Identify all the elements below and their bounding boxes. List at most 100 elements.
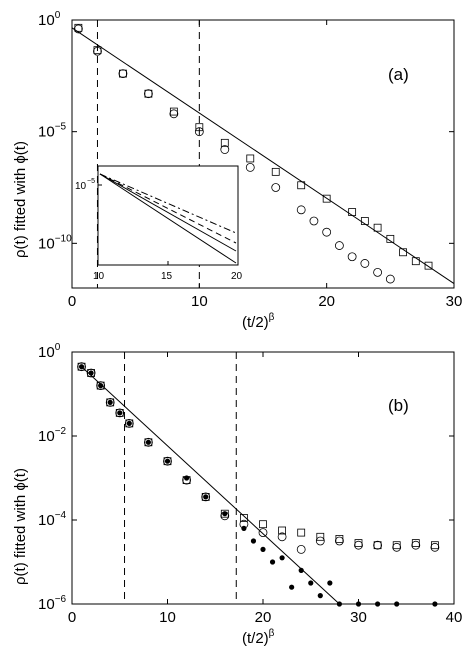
y-tick-base-a-1: 10	[38, 124, 55, 141]
x-axis-label-a: (t/2)β	[242, 312, 275, 331]
point-a-s0-3	[144, 89, 153, 98]
y-tick-base-b-0: 10	[38, 344, 55, 361]
y-tick-exp-b-1: −2	[55, 426, 67, 437]
x-axis-label-a-exp: β	[269, 312, 275, 323]
inset-line-1	[99, 173, 237, 252]
point-b-s2-17	[354, 539, 363, 547]
point-b-s2-13	[278, 526, 287, 535]
point-b-s0-17	[298, 567, 304, 574]
point-b-s0-14	[269, 559, 276, 565]
point-b-s1-3	[105, 397, 115, 407]
point-a-s1-7	[245, 162, 255, 172]
y-tick-label-b-2: 10−4	[38, 510, 67, 529]
point-b-s1-2	[96, 381, 106, 391]
point-b-s0-10	[222, 511, 228, 517]
y-tick-exp-a-0: 0	[55, 10, 61, 21]
inset-line-2	[99, 173, 237, 244]
y-tick-exp-a-2: −10	[55, 233, 72, 244]
point-b-s1-16	[334, 536, 344, 546]
point-b-s0-20	[327, 580, 333, 586]
point-b-s0-2	[98, 383, 104, 389]
point-b-s0-0	[78, 364, 85, 370]
point-b-s2-8	[182, 476, 191, 485]
point-a-s0-13	[373, 223, 382, 232]
y-tick-label-a-0: 100	[38, 10, 61, 29]
point-a-s1-0	[73, 24, 83, 34]
point-a-s0-8	[271, 167, 280, 176]
point-b-s1-7	[163, 456, 172, 466]
point-a-s1-16	[385, 274, 395, 284]
point-b-s2-1	[87, 369, 95, 377]
point-b-s1-6	[143, 437, 153, 447]
point-b-s2-18	[373, 541, 382, 550]
point-a-s1-4	[169, 109, 179, 119]
x-tick-label-a-1: 10	[191, 293, 208, 310]
point-b-s2-7	[163, 457, 172, 466]
point-b-s0-9	[203, 494, 209, 500]
point-b-s1-9	[201, 492, 211, 502]
inset-x-tick-20: 20	[231, 271, 243, 282]
point-b-s2-21	[430, 541, 439, 550]
x-tick-label-b-2: 20	[255, 609, 272, 626]
y-tick-label-a-2: 10−10	[38, 233, 72, 252]
point-a-s1-5	[194, 127, 204, 137]
a-reference-lines	[96, 20, 200, 288]
inset-line-0	[99, 173, 237, 264]
point-b-s1-1	[86, 368, 96, 378]
point-b-s1-11	[239, 519, 249, 529]
point-b-s2-5	[125, 419, 134, 428]
point-b-s0-16	[289, 584, 295, 590]
point-a-s1-12	[334, 241, 344, 250]
point-b-s2-11	[239, 514, 248, 522]
x-axis-label-b-exp: β	[269, 628, 275, 639]
point-b-s1-4	[115, 408, 125, 418]
b-reference-lines	[124, 352, 237, 604]
y-tick-label-a-1: 10−5	[38, 122, 67, 141]
point-b-s2-20	[411, 539, 420, 547]
point-a-s0-10	[322, 194, 331, 203]
point-a-s0-12	[360, 217, 369, 225]
point-b-s1-21	[430, 542, 440, 552]
point-b-s1-19	[392, 542, 402, 552]
point-b-s0-6	[145, 439, 151, 445]
point-b-s2-16	[335, 535, 344, 543]
fit-line-a	[71, 27, 455, 284]
x-axis-label-a-base: (t/2)	[242, 314, 269, 331]
point-a-s0-15	[399, 248, 407, 257]
point-b-s2-15	[316, 532, 325, 541]
y-tick-exp-a-1: −5	[55, 122, 67, 133]
point-b-s1-0	[77, 362, 86, 372]
y-axis-label-a: ρ(t) fitted with ϕ(t)	[12, 141, 29, 258]
point-b-s0-24	[394, 601, 400, 607]
point-a-s0-6	[220, 138, 229, 147]
point-b-s0-25	[432, 601, 438, 607]
y-tick-base-b-3: 10	[38, 596, 55, 613]
y-tick-base-a-0: 10	[38, 12, 55, 29]
inset-line-3	[99, 173, 237, 234]
panel-label-a: (a)	[388, 65, 409, 84]
panel-label-b: (b)	[388, 396, 409, 415]
x-tick-label-a-2: 20	[318, 293, 335, 310]
point-b-s0-4	[117, 410, 123, 416]
point-b-s2-9	[201, 492, 210, 501]
point-b-s0-5	[126, 420, 132, 426]
point-a-s1-6	[220, 145, 230, 154]
inset-y-tick-base: 10	[75, 181, 87, 192]
point-b-s0-12	[250, 538, 257, 544]
y-tick-base-b-1: 10	[38, 428, 55, 445]
point-b-s2-3	[106, 398, 115, 407]
plot-frame-b	[71, 351, 455, 605]
x-tick-label-a-3: 30	[446, 293, 463, 310]
point-b-s1-10	[220, 511, 230, 521]
x-tick-label-b-1: 10	[159, 609, 176, 626]
point-a-s0-5	[195, 123, 204, 132]
point-a-s1-3	[143, 89, 153, 99]
x-axis-label-b-base: (t/2)	[242, 630, 269, 647]
point-b-s0-3	[107, 399, 113, 405]
y-tick-exp-b-0: 0	[55, 342, 61, 353]
point-b-s2-6	[144, 438, 153, 447]
point-a-s0-14	[386, 234, 395, 243]
